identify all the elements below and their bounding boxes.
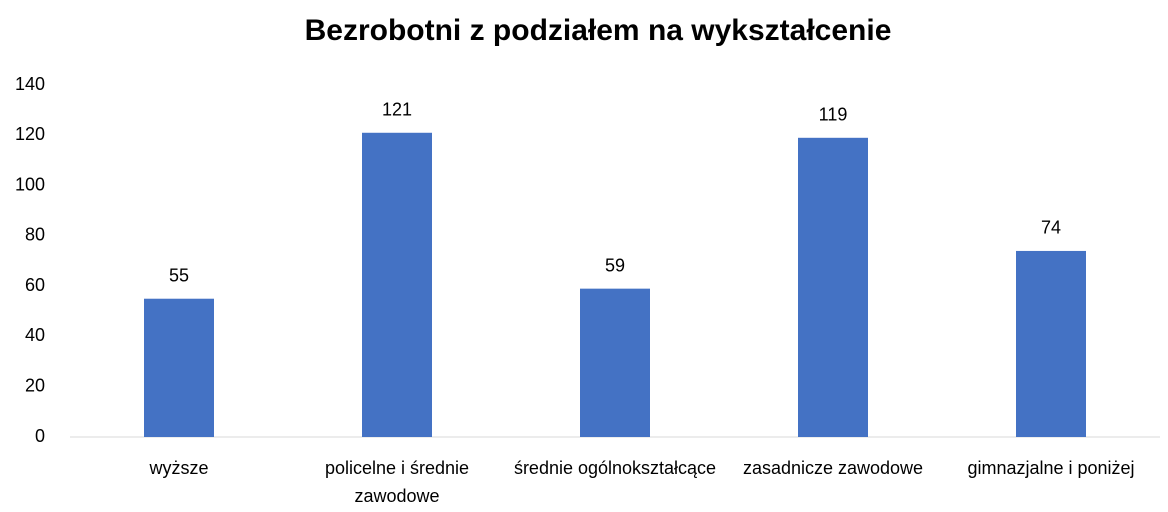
x-tick-label: policelne i średnie zawodowe [325, 458, 469, 506]
chart-title: Bezrobotni z podziałem na wykształcenie [305, 14, 892, 47]
bar [144, 298, 214, 437]
y-tick-label: 140 [15, 74, 45, 94]
x-tick-label: gimnazjalne i poniżej [967, 458, 1134, 478]
x-tick-label: średnie ogólnokształcące [514, 458, 716, 478]
x-tick-label: zasadnicze zawodowe [743, 458, 923, 478]
y-tick-label: 40 [25, 325, 45, 345]
y-tick-label: 80 [25, 225, 45, 245]
x-tick-label: wyższe [148, 458, 208, 478]
data-label: 74 [1041, 218, 1061, 238]
y-tick-label: 100 [15, 174, 45, 194]
data-label: 59 [605, 255, 625, 275]
data-label: 55 [169, 265, 189, 285]
bar [362, 132, 432, 437]
bar [1016, 250, 1086, 437]
data-label: 121 [382, 100, 412, 120]
data-label: 119 [819, 105, 848, 125]
y-tick-label: 0 [35, 426, 45, 446]
bar [580, 288, 650, 437]
y-tick-label: 120 [15, 124, 45, 144]
y-tick-label: 20 [25, 375, 45, 395]
y-tick-label: 60 [25, 275, 45, 295]
bar [798, 137, 868, 438]
